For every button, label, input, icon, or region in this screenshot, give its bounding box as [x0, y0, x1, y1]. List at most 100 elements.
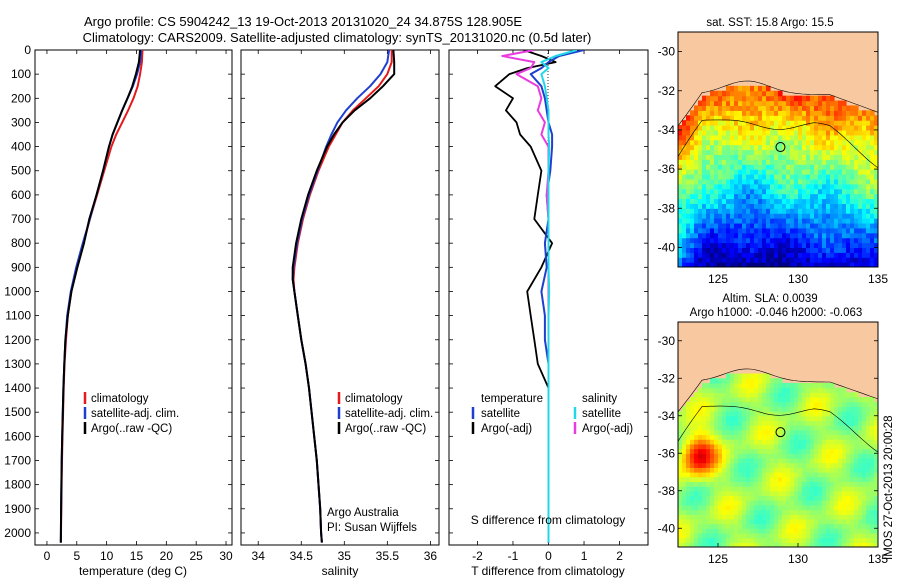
map-cell: [806, 425, 811, 431]
map-cell: [694, 178, 699, 185]
map-cell: [862, 227, 867, 234]
map-cell: [726, 425, 731, 431]
map-cell: [790, 462, 795, 468]
map-cell: [762, 173, 767, 180]
map-cell: [814, 262, 819, 267]
map-cell: [726, 178, 731, 185]
map-cell: [774, 120, 779, 126]
map-cell: [862, 481, 867, 487]
map-cell: [698, 252, 703, 258]
map-cell: [862, 397, 867, 403]
map-cell: [714, 420, 719, 426]
temperature-legend: climatology satellite-adj. clim. Argo(..…: [83, 392, 179, 435]
map-cell: [694, 173, 699, 180]
map-cell: [730, 110, 735, 116]
map-cell: [758, 518, 763, 525]
map-cell: [758, 164, 763, 170]
map-cell: [842, 115, 847, 121]
map-cell: [814, 467, 819, 473]
map-cell: [858, 462, 863, 468]
x-tick-label: 2: [616, 549, 623, 563]
map-cell: [722, 392, 727, 398]
map-cell: [730, 247, 735, 253]
map-cell: [770, 100, 775, 107]
map-cell: [858, 262, 863, 267]
depth-tick-label: 1500: [4, 405, 31, 419]
map-cell: [706, 382, 711, 389]
map-cell: [770, 164, 775, 170]
map-cell: [778, 542, 783, 547]
map-cell: [762, 154, 767, 160]
map-cell: [698, 237, 703, 244]
credit-line-2: PI: Susan Wijffels: [327, 522, 417, 534]
map-cell: [726, 453, 731, 459]
map-cell: [714, 159, 719, 165]
map-cell: [734, 453, 739, 459]
map-cell: [766, 242, 771, 249]
map-cell: [738, 257, 743, 263]
map-cell: [714, 257, 719, 263]
map-cell: [786, 467, 791, 473]
map-cell: [874, 411, 878, 417]
map-cell: [842, 213, 847, 219]
map-cell: [834, 429, 839, 436]
map-cell: [790, 514, 795, 520]
map-cell: [690, 439, 695, 445]
map-cell: [802, 439, 807, 445]
map-cell: [790, 183, 795, 190]
map-cell: [854, 188, 859, 195]
map-cell: [806, 125, 811, 131]
map-cell: [814, 183, 819, 190]
map-cell: [678, 486, 683, 492]
map-cell: [750, 164, 755, 170]
map-cell: [870, 110, 875, 116]
map-cell: [862, 528, 867, 534]
map-cell: [858, 420, 863, 426]
map-cell: [730, 242, 735, 249]
map-cell: [682, 420, 687, 426]
map-cell: [722, 397, 727, 403]
map-cell: [722, 462, 727, 468]
map-cell: [814, 222, 819, 229]
map-cell: [702, 415, 707, 422]
x-tick-label: 34.5: [290, 549, 314, 563]
map-cell: [766, 429, 771, 436]
map-cell: [854, 434, 859, 440]
map-cell: [714, 188, 719, 195]
map-cell: [806, 486, 811, 492]
map-cell: [810, 154, 815, 160]
map-cell: [682, 500, 687, 506]
map-cell: [790, 401, 795, 407]
map-cell: [810, 169, 815, 175]
map-cell: [750, 178, 755, 185]
map-cell: [734, 514, 739, 520]
map-cell: [762, 115, 767, 121]
map-cell: [726, 509, 731, 515]
map-cell: [762, 203, 767, 209]
map-cell: [794, 523, 799, 529]
map-cell: [798, 401, 803, 407]
map-cell: [774, 420, 779, 426]
map-cell: [850, 242, 855, 249]
map-cell: [826, 144, 831, 151]
map-cell: [790, 115, 795, 121]
map-cell: [742, 500, 747, 506]
map-cell: [710, 378, 715, 384]
map-cell: [854, 443, 859, 450]
map-cell: [750, 378, 755, 384]
map-cell: [726, 227, 731, 234]
map-cell: [806, 237, 811, 244]
map-cell: [734, 406, 739, 412]
map-cell: [742, 90, 747, 97]
map-cell: [738, 382, 743, 389]
map-cell: [786, 401, 791, 407]
map-cell: [770, 129, 775, 136]
map-cell: [678, 514, 683, 520]
map-cell: [858, 173, 863, 180]
map-cell: [790, 523, 795, 529]
x-tick-label: 35: [338, 549, 352, 563]
map-cell: [698, 401, 703, 407]
map-cell: [782, 120, 787, 126]
map-cell: [766, 500, 771, 506]
map-cell: [706, 115, 711, 121]
